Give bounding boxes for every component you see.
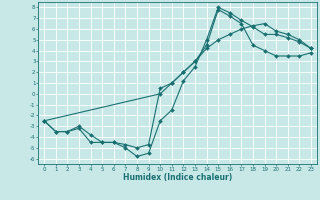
X-axis label: Humidex (Indice chaleur): Humidex (Indice chaleur) bbox=[123, 173, 232, 182]
